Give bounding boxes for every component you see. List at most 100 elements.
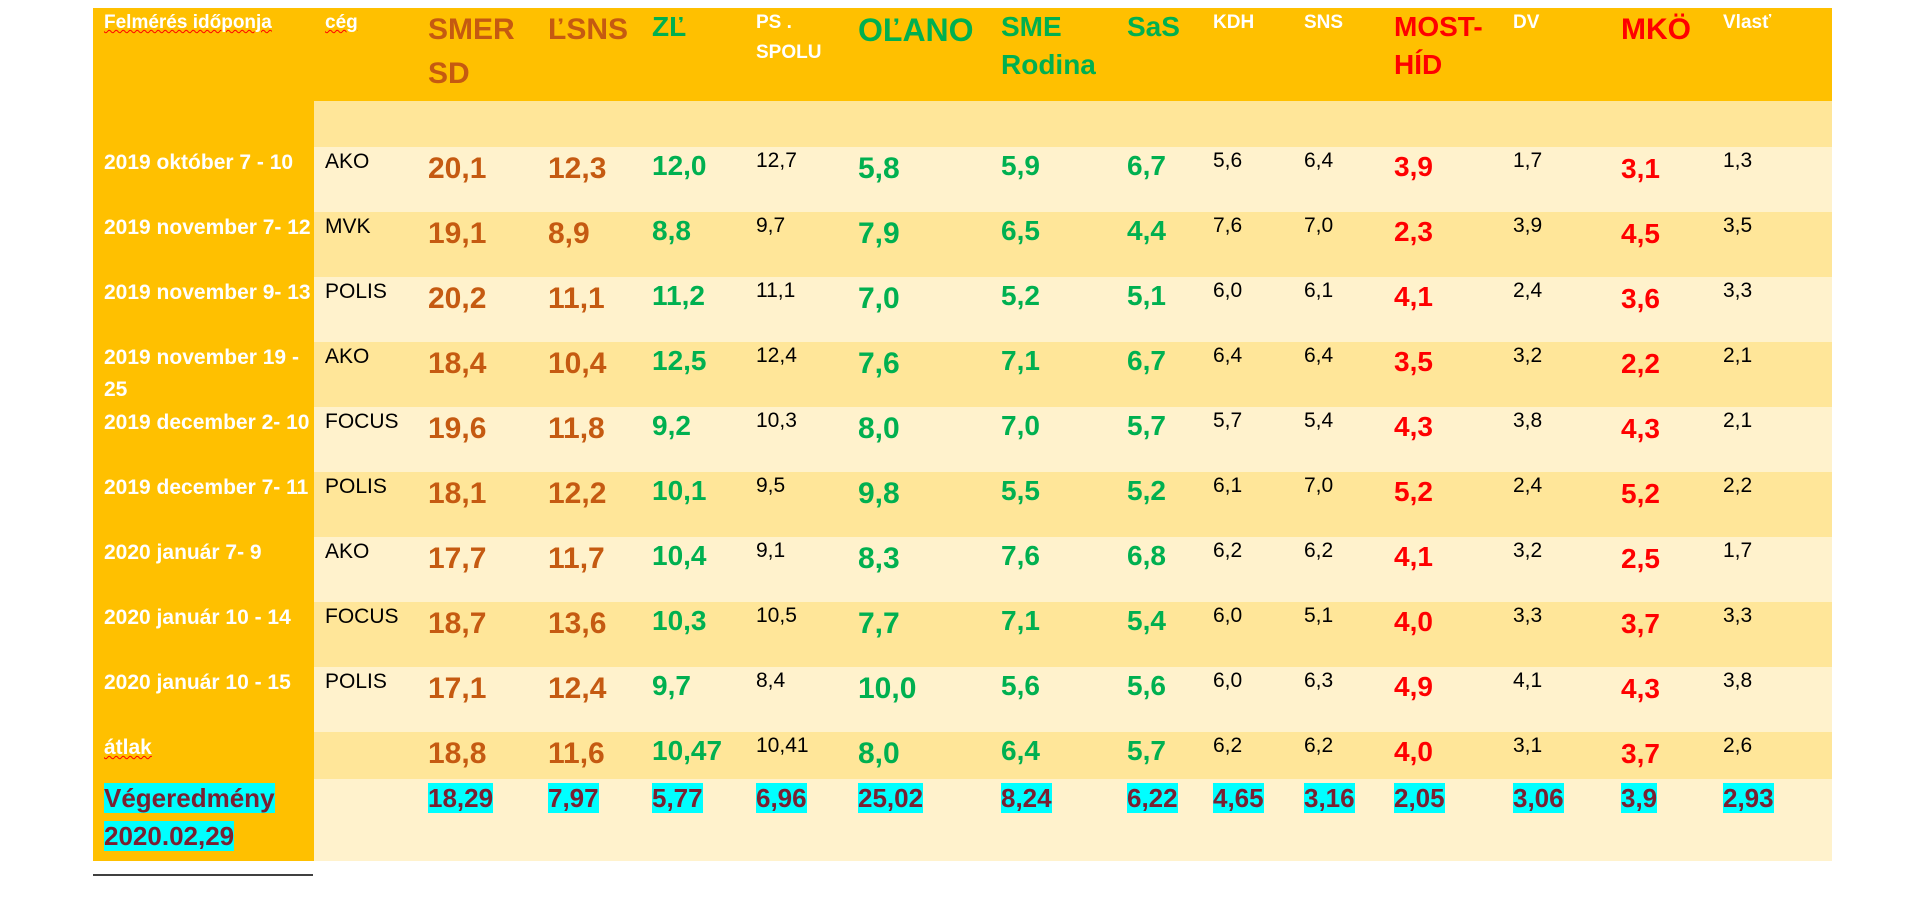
- value-text: 12,0: [652, 150, 707, 181]
- value-cell: 10,3: [641, 602, 745, 667]
- header-row: Felmérés időponja cég SMER SD ĽSNS ZĽ PS…: [93, 8, 1832, 101]
- value-text: 3,7: [1621, 608, 1660, 639]
- value-text: 3,5: [1394, 346, 1433, 377]
- value-cell: 3,3: [1502, 602, 1610, 667]
- header-party-ps-spolu: PS . SPOLU: [745, 8, 847, 101]
- party-label: Vlasť: [1723, 12, 1772, 33]
- value-text: 5,2: [1001, 280, 1040, 311]
- value-cell: 4,1: [1383, 537, 1502, 602]
- value-text: 7,0: [1001, 410, 1040, 441]
- value-cell: 4,0: [1383, 602, 1502, 667]
- value-cell: 4,4: [1116, 212, 1202, 277]
- header-party-smer: SMER SD: [417, 8, 537, 101]
- value-cell: 10,47: [641, 732, 745, 779]
- value-text: 8,0: [858, 412, 900, 445]
- header-party-lsns: ĽSNS: [537, 8, 641, 101]
- value-cell: 7,9: [847, 212, 990, 277]
- value-cell: 8,3: [847, 537, 990, 602]
- value-cell: 7,0: [1293, 212, 1383, 277]
- value-cell: 17,1: [417, 667, 537, 732]
- value-text: 10,0: [858, 672, 917, 705]
- value-text: 9,1: [756, 539, 786, 562]
- value-cell: 3,7: [1610, 732, 1712, 779]
- firm-label: AKO: [325, 540, 370, 563]
- spacer-cell: [990, 101, 1116, 147]
- value-cell: 6,0: [1202, 277, 1293, 342]
- value-cell: 2,6: [1712, 732, 1832, 779]
- value-text: 10,41: [756, 734, 809, 757]
- value-cell: 25,02: [847, 779, 990, 861]
- value-cell: 5,6: [1202, 147, 1293, 212]
- value-cell: 8,9: [537, 212, 641, 277]
- date-label: átlak: [104, 736, 152, 759]
- firm-label: POLIS: [325, 670, 387, 693]
- value-text: 8,3: [858, 542, 900, 575]
- value-cell: 12,4: [745, 342, 847, 407]
- value-text: 3,3: [1513, 604, 1543, 627]
- value-text: 6,4: [1304, 149, 1334, 172]
- spacer-cell: [1116, 101, 1202, 147]
- value-cell: 6,4: [990, 732, 1116, 779]
- firm-label: FOCUS: [325, 410, 399, 433]
- value-cell: 3,16: [1293, 779, 1383, 861]
- value-cell: 7,0: [990, 407, 1116, 472]
- value-text: 1,7: [1723, 539, 1753, 562]
- value-cell: 4,3: [1610, 667, 1712, 732]
- value-text: 3,16: [1304, 783, 1355, 813]
- value-cell: 12,7: [745, 147, 847, 212]
- value-cell: 4,5: [1610, 212, 1712, 277]
- value-text: 6,3: [1304, 669, 1334, 692]
- firm-cell: [314, 779, 417, 861]
- value-cell: 11,1: [745, 277, 847, 342]
- header-date: Felmérés időponja: [93, 8, 314, 101]
- value-cell: 7,6: [1202, 212, 1293, 277]
- value-cell: 20,2: [417, 277, 537, 342]
- value-text: 4,5: [1621, 218, 1660, 249]
- value-cell: 5,7: [1116, 407, 1202, 472]
- value-text: 3,3: [1723, 279, 1753, 302]
- value-cell: 9,8: [847, 472, 990, 537]
- header-party-most-hid: MOST-HÍD: [1383, 8, 1502, 101]
- firm-cell: AKO: [314, 147, 417, 212]
- value-text: 2,93: [1723, 783, 1774, 813]
- value-text: 4,1: [1394, 281, 1433, 312]
- value-text: 18,1: [428, 477, 487, 510]
- value-cell: 11,2: [641, 277, 745, 342]
- value-text: 18,29: [428, 783, 494, 813]
- value-text: 3,1: [1621, 153, 1660, 184]
- value-cell: 9,5: [745, 472, 847, 537]
- value-text: 2,1: [1723, 409, 1753, 432]
- value-cell: 18,1: [417, 472, 537, 537]
- value-cell: 3,9: [1610, 779, 1712, 861]
- value-cell: 3,8: [1502, 407, 1610, 472]
- spacer-cell: [1202, 101, 1293, 147]
- value-cell: 10,5: [745, 602, 847, 667]
- value-cell: 2,3: [1383, 212, 1502, 277]
- value-cell: 5,5: [990, 472, 1116, 537]
- value-text: 4,0: [1394, 606, 1433, 637]
- value-cell: 6,4: [1202, 342, 1293, 407]
- value-text: 6,4: [1001, 735, 1040, 766]
- value-cell: 6,22: [1116, 779, 1202, 861]
- party-label: DV: [1513, 12, 1540, 33]
- value-cell: 3,2: [1502, 342, 1610, 407]
- party-label: SNS: [1304, 12, 1344, 33]
- value-text: 7,97: [548, 783, 599, 813]
- firm-label: AKO: [325, 345, 370, 368]
- date-label: 2019 november 7- 12: [104, 216, 311, 239]
- value-text: 4,1: [1394, 541, 1433, 572]
- value-cell: 10,4: [641, 537, 745, 602]
- date-cell: 2019 november 19 - 25: [93, 342, 314, 407]
- value-text: 4,3: [1394, 411, 1433, 442]
- date-cell: Végeredmény 2020.02,29: [93, 779, 314, 861]
- value-text: 4,65: [1213, 783, 1264, 813]
- value-cell: 6,2: [1202, 732, 1293, 779]
- value-cell: 1,7: [1712, 537, 1832, 602]
- value-cell: 6,3: [1293, 667, 1383, 732]
- value-cell: 18,29: [417, 779, 537, 861]
- date-cell: 2020 január 10 - 14: [93, 602, 314, 667]
- value-text: 9,7: [652, 670, 691, 701]
- value-cell: 11,6: [537, 732, 641, 779]
- value-text: 10,4: [548, 347, 607, 380]
- date-label: 2019 december 7- 11: [104, 476, 309, 499]
